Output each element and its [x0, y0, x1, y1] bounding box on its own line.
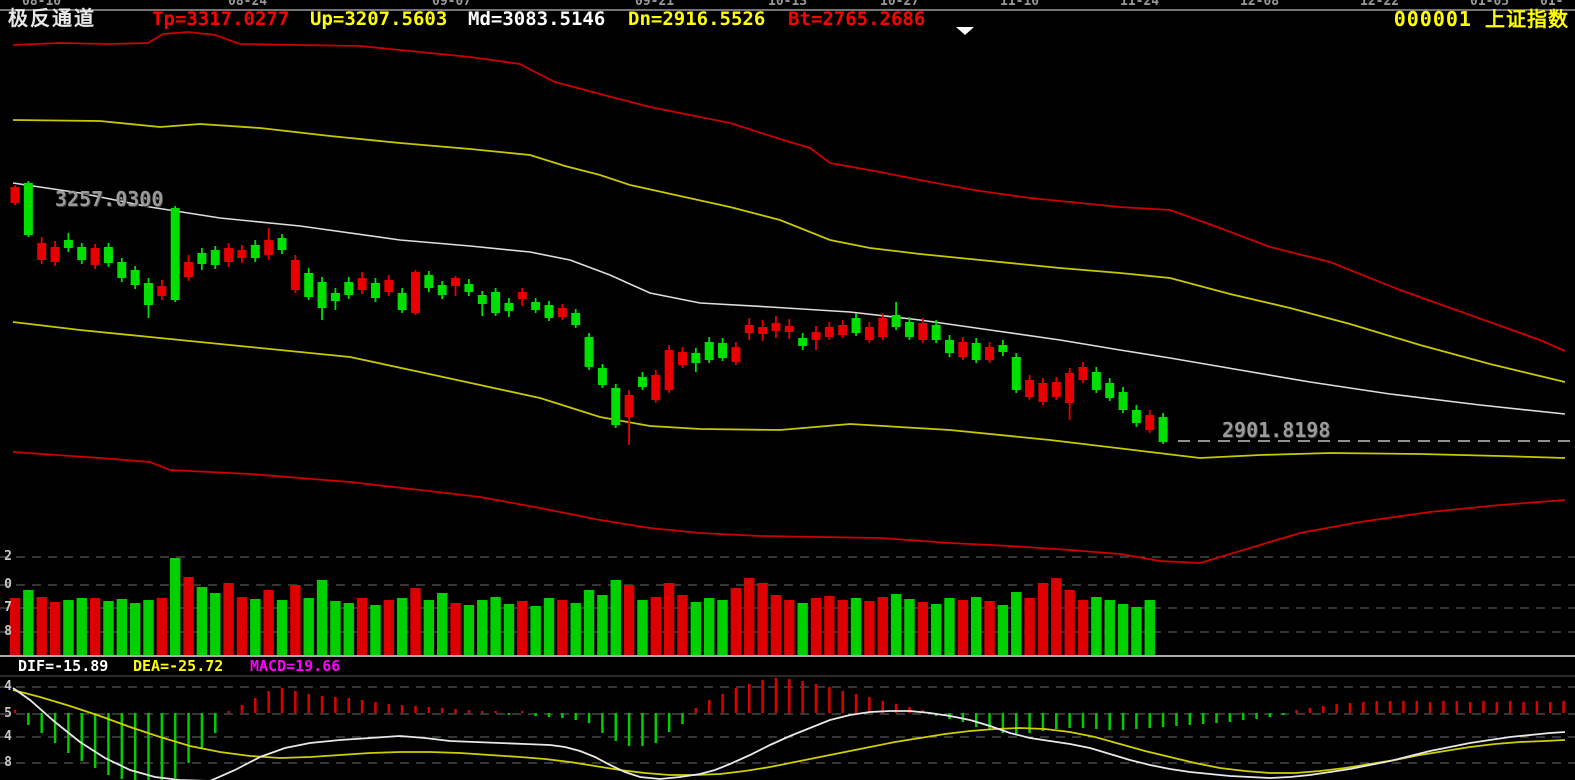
date-label: 08-10	[22, 0, 62, 8]
date-label: 01-05	[1470, 0, 1510, 8]
date-label: 12-22	[1360, 0, 1400, 8]
first-bar-price-label: 3257.0300	[55, 187, 164, 211]
symbol-code-name[interactable]: 000001 上证指数	[1393, 7, 1569, 31]
channel-tp-value: Tp=3317.0277	[152, 8, 290, 30]
channel-dn-value: Dn=2916.5526	[628, 8, 766, 30]
date-label: 10-13	[768, 0, 808, 8]
channel-bt-value: Bt=2765.2686	[788, 8, 926, 30]
date-label: 10-27	[880, 0, 920, 8]
date-label: 01-19	[1540, 0, 1564, 8]
axis-tick-label: 8	[4, 755, 12, 770]
channel-md-value: Md=3083.5146	[468, 8, 606, 30]
channel-indicator-title: 极反通道	[8, 8, 96, 30]
axis-tick-label: 7	[4, 600, 12, 615]
axis-tick-label: 4	[4, 729, 12, 744]
macd-dea-label: DEA=-25.72	[133, 657, 224, 675]
last-price-label: 2901.8198	[1222, 418, 1331, 442]
macd-value-label: MACD=19.66	[250, 657, 341, 675]
axis-tick-label: 4	[4, 679, 12, 694]
macd-dif-label: DIF=-15.89	[18, 657, 109, 675]
channel-up-value: Up=3207.5603	[310, 8, 448, 30]
axis-tick-label: 2	[4, 549, 12, 564]
date-label: 11-10	[1000, 0, 1040, 8]
date-label: 09-07	[432, 0, 472, 8]
date-label: 09-21	[635, 0, 675, 8]
axis-tick-label: 0	[4, 577, 12, 592]
current-date-marker-icon	[956, 27, 974, 35]
date-label: 12-08	[1240, 0, 1280, 8]
date-label: 08-24	[228, 0, 268, 8]
date-label: 11-24	[1120, 0, 1160, 8]
axis-tick-label: 5	[4, 706, 12, 721]
axis-tick-label: 8	[4, 624, 12, 639]
date-axis: 08-10 08-24 09-07 09-21 10-13 10-27 11-10 11-24…	[0, 0, 1575, 8]
